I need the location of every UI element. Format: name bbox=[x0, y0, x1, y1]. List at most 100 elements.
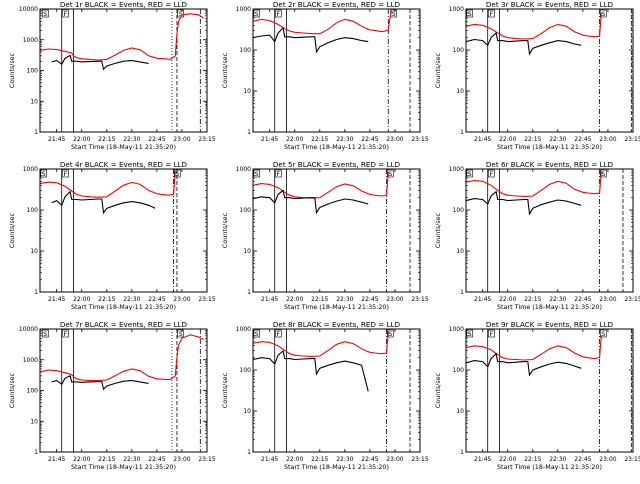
flag-box bbox=[488, 329, 495, 338]
y-tick-label: 1000 bbox=[23, 357, 38, 364]
y-tick-label: 1000 bbox=[449, 6, 464, 13]
plot-frame bbox=[39, 168, 208, 293]
x-tick-label: 22:15 bbox=[98, 296, 115, 303]
x-axis-label: Start Time (18-May-11 21:35:20) bbox=[497, 463, 602, 471]
events-rate-line bbox=[253, 349, 369, 392]
x-tick-label: 23:15 bbox=[624, 296, 640, 303]
x-tick-label: 22:00 bbox=[73, 296, 90, 303]
x-tick-label: 23:00 bbox=[386, 456, 403, 463]
plot-frame bbox=[39, 328, 208, 453]
x-tick-label: 22:45 bbox=[148, 296, 165, 303]
x-tick-label: 23:00 bbox=[599, 136, 616, 143]
y-tick-label: 10 bbox=[243, 88, 251, 95]
flag-box bbox=[386, 329, 394, 338]
x-axis-label: Start Time (18-May-11 21:35:20) bbox=[497, 143, 602, 151]
y-tick-label: 100 bbox=[240, 207, 252, 214]
x-tick-label: 22:45 bbox=[361, 136, 378, 143]
x-tick-label: 22:00 bbox=[73, 136, 90, 143]
x-tick-label: 22:15 bbox=[311, 296, 328, 303]
x-tick-label: 23:15 bbox=[624, 136, 640, 143]
y-axis-label: Counts/sec bbox=[434, 52, 442, 88]
detector-panel: Det 6r BLACK = Events, RED = LLD 21:45 22:… bbox=[434, 160, 640, 311]
y-tick-label: 1 bbox=[34, 289, 38, 296]
y-axis-label: Counts/sec bbox=[434, 372, 442, 408]
y-tick-label: 1 bbox=[247, 129, 251, 136]
lld-rate-line bbox=[466, 335, 602, 361]
y-tick-label: 10000 bbox=[19, 6, 38, 13]
flag-box bbox=[466, 169, 473, 178]
flag-box bbox=[488, 169, 495, 178]
x-tick-label: 22:00 bbox=[286, 136, 303, 143]
x-tick-label: 22:00 bbox=[286, 296, 303, 303]
x-tick-label: 22:15 bbox=[311, 136, 328, 143]
flag-label: F bbox=[277, 330, 281, 338]
x-tick-label: 22:00 bbox=[286, 456, 303, 463]
detector-panel: Det 3r BLACK = Events, RED = LLD 21:45 22:… bbox=[434, 0, 640, 151]
x-tick-label: 22:45 bbox=[361, 456, 378, 463]
events-rate-line bbox=[51, 54, 149, 71]
y-axis-label: Counts/sec bbox=[434, 212, 442, 248]
x-tick-label: 22:45 bbox=[361, 296, 378, 303]
y-axis-label: Counts/sec bbox=[8, 212, 16, 248]
x-tick-label: 21:45 bbox=[48, 136, 65, 143]
flag-label: F bbox=[277, 170, 281, 178]
x-axis-label: Start Time (18-May-11 21:35:20) bbox=[71, 143, 176, 151]
flag-label: F bbox=[64, 330, 68, 338]
x-tick-label: 22:30 bbox=[336, 456, 353, 463]
x-axis-label: Start Time (18-May-11 21:35:20) bbox=[71, 463, 176, 471]
x-tick-label: 22:45 bbox=[574, 136, 591, 143]
y-tick-label: 100 bbox=[27, 207, 39, 214]
x-tick-label: 21:45 bbox=[48, 456, 65, 463]
panel-title: Det 5r BLACK = Events, RED = LLD bbox=[273, 160, 401, 169]
y-axis-label: Counts/sec bbox=[221, 52, 229, 88]
x-tick-label: 22:15 bbox=[311, 456, 328, 463]
panel-title: Det 2r BLACK = Events, RED = LLD bbox=[273, 0, 401, 9]
y-tick-label: 1000 bbox=[449, 166, 464, 173]
x-tick-label: 22:30 bbox=[336, 296, 353, 303]
y-tick-label: 100 bbox=[453, 47, 465, 54]
flag-label: S bbox=[179, 330, 183, 338]
x-tick-label: 21:45 bbox=[261, 296, 278, 303]
flag-label: S bbox=[388, 170, 392, 178]
x-axis-label: Start Time (18-May-11 21:35:20) bbox=[284, 303, 389, 311]
x-tick-label: 22:30 bbox=[336, 136, 353, 143]
x-tick-label: 22:15 bbox=[98, 136, 115, 143]
x-tick-label: 23:15 bbox=[198, 456, 215, 463]
detector-panel: Det 8r BLACK = Events, RED = LLD 21:45 22:… bbox=[221, 320, 429, 471]
y-tick-label: 1000 bbox=[236, 6, 251, 13]
plot-frame bbox=[252, 168, 421, 293]
x-axis-label: Start Time (18-May-11 21:35:20) bbox=[284, 463, 389, 471]
y-tick-label: 10 bbox=[456, 248, 464, 255]
flag-box bbox=[62, 329, 69, 338]
x-tick-label: 23:00 bbox=[599, 456, 616, 463]
flag-box bbox=[253, 329, 260, 338]
x-tick-label: 22:30 bbox=[123, 136, 140, 143]
y-tick-label: 10 bbox=[456, 88, 464, 95]
y-tick-label: 10 bbox=[30, 418, 38, 425]
events-rate-line bbox=[466, 352, 582, 377]
y-tick-label: 10 bbox=[30, 98, 38, 105]
flag-label: F bbox=[277, 10, 281, 18]
flag-label: F bbox=[64, 170, 68, 178]
x-tick-label: 22:15 bbox=[524, 456, 541, 463]
x-tick-label: 21:45 bbox=[48, 296, 65, 303]
x-tick-label: 22:30 bbox=[549, 456, 566, 463]
flag-label: S bbox=[468, 170, 472, 178]
y-axis-label: Counts/sec bbox=[221, 372, 229, 408]
x-tick-label: 21:45 bbox=[261, 456, 278, 463]
x-axis-label: Start Time (18-May-11 21:35:20) bbox=[497, 303, 602, 311]
plot-frame bbox=[252, 8, 421, 133]
x-tick-label: 23:15 bbox=[198, 296, 215, 303]
flag-label: F bbox=[490, 330, 494, 338]
y-tick-label: 100 bbox=[240, 367, 252, 374]
detector-panel: Det 1r BLACK = Events, RED = LLD 21:45 22:… bbox=[8, 0, 216, 151]
flag-box bbox=[177, 329, 184, 338]
flag-box bbox=[466, 329, 473, 338]
y-axis-label: Counts/sec bbox=[8, 52, 16, 88]
x-tick-label: 22:00 bbox=[499, 456, 516, 463]
y-tick-label: 100 bbox=[27, 388, 39, 395]
x-axis-label: Start Time (18-May-11 21:35:20) bbox=[71, 303, 176, 311]
flag-box bbox=[40, 169, 47, 178]
flag-label: S bbox=[468, 330, 472, 338]
events-rate-line bbox=[253, 189, 369, 215]
